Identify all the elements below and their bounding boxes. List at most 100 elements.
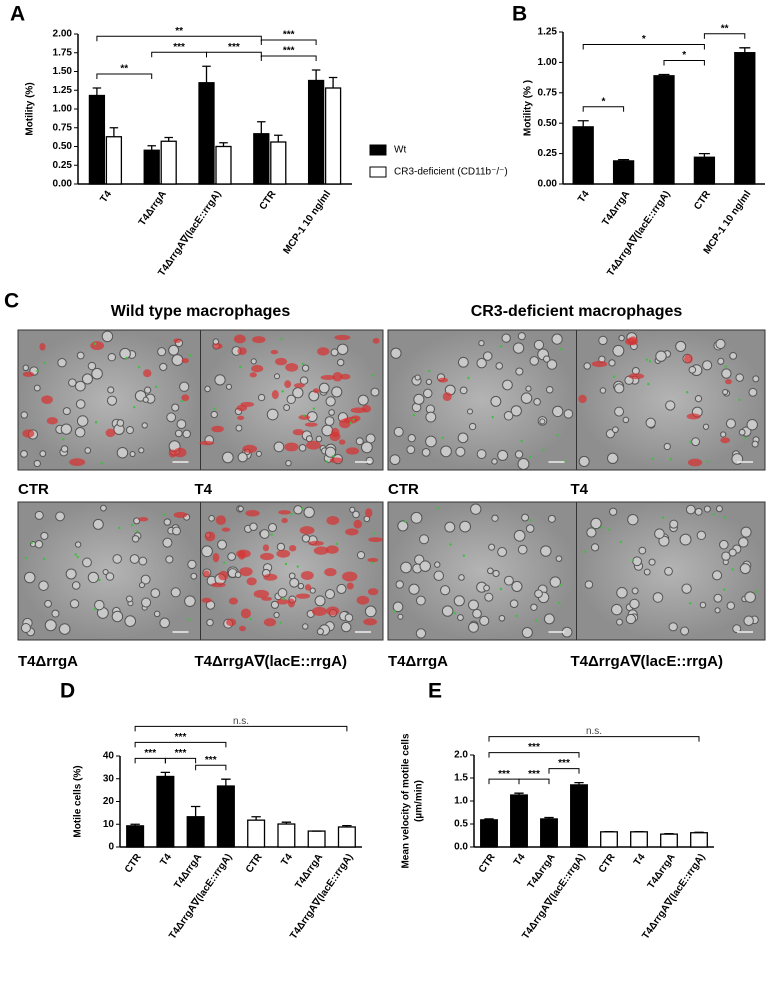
red-signal [367,557,379,563]
cell [515,367,524,376]
y-tick-label: 40 [103,751,115,762]
cell [444,521,456,533]
cell [303,506,315,518]
red-signal [329,457,343,464]
cell [116,419,125,427]
cell [324,416,335,427]
bar [630,831,648,848]
cell [340,621,352,633]
cell [255,450,262,457]
red-signal [90,341,105,351]
green-signal [441,436,445,440]
cell [549,576,561,588]
green-signal [312,407,316,410]
red-signal [684,354,693,364]
green-signal [428,370,431,373]
cell [250,358,257,365]
red-signal [281,518,288,524]
panel-letter: E [428,680,442,703]
red-signal [204,531,216,542]
bar [337,826,356,848]
cell [33,459,41,468]
cell [107,352,116,362]
bar [612,160,635,185]
cell [166,412,177,423]
green-signal [669,458,673,461]
panel-letter: B [512,3,527,26]
cell [520,392,533,404]
cell [330,348,339,357]
y-tick-label: 0.75 [53,122,73,133]
cell [648,558,656,566]
y-tick-label: 10 [103,819,115,830]
cell [273,373,281,380]
cell [702,360,713,371]
cell [352,510,360,519]
cell [415,595,426,606]
cell [534,589,543,599]
error-bar [342,824,352,827]
panel-letter: C [4,290,19,313]
green-signal [24,556,28,560]
red-signal [221,527,231,532]
cell [423,388,433,399]
green-signal [515,614,518,618]
green-signal [738,398,741,401]
red-signal [345,528,359,536]
cell [20,623,31,634]
red-signal [245,509,260,517]
cell [466,408,474,415]
bar [570,784,588,848]
cell [712,570,723,581]
red-signal [218,570,229,581]
cell [316,627,325,636]
cell [221,451,234,464]
cell [33,384,41,392]
cell [116,447,129,459]
cell [616,618,623,626]
green-signal [608,528,611,531]
cell [76,351,85,360]
red-signal [326,606,340,616]
red-signal [233,334,246,344]
cell [509,599,519,609]
cell [234,571,242,579]
y-tick-label: 2.00 [53,29,73,40]
cell [277,588,288,598]
cell [625,613,636,625]
bar [160,140,177,185]
green-signal [453,612,456,615]
cell [738,428,746,436]
green-signal [279,621,282,624]
green-signal [137,365,141,369]
cell [732,624,742,634]
green-signal [556,434,559,437]
bar [600,831,618,848]
cell [511,580,523,592]
green-signal [136,530,139,533]
y-tick-label: 1.5 [454,773,468,784]
cell [60,445,69,453]
red-signal [237,347,247,356]
cell [165,555,174,564]
cell [286,394,296,405]
significance-bracket [151,51,208,58]
error-bar [698,152,710,158]
cell [530,603,538,611]
green-signal [528,455,532,459]
cell [270,600,280,609]
cell [39,450,47,458]
error-bar [257,121,266,134]
cell [111,610,124,623]
significance-label: *** [205,755,217,766]
significance-label: *** [228,42,240,53]
cell [170,587,181,598]
red-signal [41,395,53,404]
bar [247,819,266,848]
y-tick-label: 30 [103,773,115,784]
cell [543,355,551,363]
cell [407,434,416,443]
cell [328,409,335,416]
cell [301,364,310,372]
y-tick-label: 0.5 [454,819,468,830]
